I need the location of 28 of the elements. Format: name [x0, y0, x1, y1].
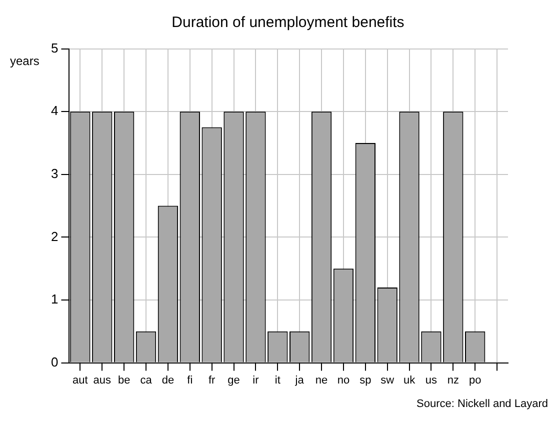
y-tick-label: 3: [50, 166, 58, 181]
y-tick-label: 1: [50, 292, 58, 307]
y-tick-label: 2: [50, 228, 58, 244]
y-tick-label: 0: [50, 354, 58, 370]
x-tick-label: ir: [252, 374, 260, 386]
x-tick-label: aus: [93, 374, 112, 386]
x-tick-label: de: [162, 374, 174, 386]
source-note: Source: Nickell and Layard: [416, 398, 548, 410]
x-tick-label: be: [118, 374, 130, 386]
x-tick-label: po: [468, 374, 482, 386]
x-tick-label: sw: [380, 374, 394, 386]
chart-title: Duration of unemployment benefits: [170, 14, 406, 31]
y-tick-label: 5: [50, 40, 58, 56]
x-tick-label: ca: [140, 374, 153, 386]
x-tick-label: fr: [208, 374, 216, 386]
x-tick-label: ge: [228, 374, 240, 386]
x-tick-label: nz: [447, 374, 459, 386]
x-tick-label: ne: [315, 374, 328, 386]
x-tick-label: fi: [187, 374, 193, 386]
y-axis-title: years: [10, 54, 40, 68]
x-tick-label: sp: [360, 374, 372, 386]
x-tick-label: uk: [403, 374, 416, 386]
x-tick-label: it: [274, 374, 280, 386]
x-tick-label: aut: [72, 374, 88, 386]
x-tick-label: no: [337, 374, 350, 386]
x-tick-label: us: [425, 374, 438, 386]
x-tick-label: ja: [294, 374, 305, 386]
y-tick-label: 4: [50, 103, 58, 118]
